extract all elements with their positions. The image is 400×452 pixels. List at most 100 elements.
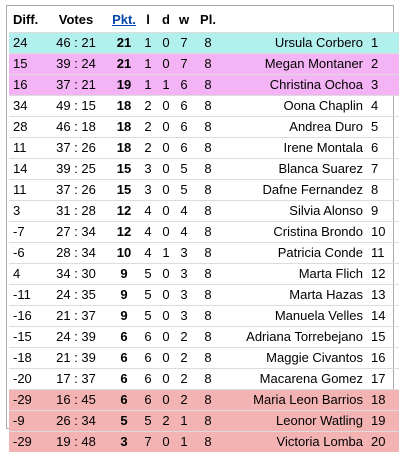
cell-votes: 31 : 28 xyxy=(43,201,109,222)
cell-position: 15 xyxy=(369,327,399,348)
cell-wins: 3 xyxy=(175,264,193,285)
cell-losses: 3 xyxy=(139,180,157,201)
cell-draws: 1 xyxy=(157,243,175,264)
cell-votes: 34 : 30 xyxy=(43,264,109,285)
header-diff: Diff. xyxy=(9,8,43,33)
cell-played: 8 xyxy=(193,222,223,243)
cell-wins: 5 xyxy=(175,180,193,201)
cell-draws: 0 xyxy=(157,327,175,348)
cell-losses: 6 xyxy=(139,348,157,369)
cell-votes: 46 : 21 xyxy=(43,33,109,54)
cell-draws: 0 xyxy=(157,138,175,159)
cell-points: 15 xyxy=(109,180,139,201)
cell-draws: 0 xyxy=(157,285,175,306)
cell-wins: 2 xyxy=(175,390,193,411)
cell-position: 8 xyxy=(369,180,399,201)
cell-votes: 24 : 39 xyxy=(43,327,109,348)
cell-played: 8 xyxy=(193,327,223,348)
cell-draws: 0 xyxy=(157,180,175,201)
cell-points: 15 xyxy=(109,159,139,180)
cell-losses: 4 xyxy=(139,243,157,264)
cell-position: 6 xyxy=(369,138,399,159)
header-d: d xyxy=(157,8,175,33)
cell-losses: 5 xyxy=(139,285,157,306)
cell-name: Oona Chaplin xyxy=(223,96,369,117)
cell-votes: 28 : 34 xyxy=(43,243,109,264)
cell-played: 8 xyxy=(193,285,223,306)
cell-diff: -6 xyxy=(9,243,43,264)
cell-diff: 15 xyxy=(9,54,43,75)
table-header: Diff. Votes Pkt. l d w Pl. xyxy=(9,8,399,33)
cell-losses: 5 xyxy=(139,264,157,285)
cell-losses: 1 xyxy=(139,54,157,75)
cell-draws: 0 xyxy=(157,33,175,54)
cell-played: 8 xyxy=(193,33,223,54)
cell-position: 9 xyxy=(369,201,399,222)
cell-losses: 5 xyxy=(139,306,157,327)
cell-wins: 6 xyxy=(175,138,193,159)
cell-votes: 46 : 18 xyxy=(43,117,109,138)
cell-losses: 7 xyxy=(139,432,157,452)
cell-wins: 3 xyxy=(175,306,193,327)
cell-votes: 27 : 34 xyxy=(43,222,109,243)
cell-name: Marta Hazas xyxy=(223,285,369,306)
cell-points: 5 xyxy=(109,411,139,432)
cell-diff: 34 xyxy=(9,96,43,117)
cell-position: 16 xyxy=(369,348,399,369)
cell-losses: 4 xyxy=(139,222,157,243)
cell-played: 8 xyxy=(193,306,223,327)
cell-name: Ursula Corbero xyxy=(223,33,369,54)
cell-name: Andrea Duro xyxy=(223,117,369,138)
cell-points: 6 xyxy=(109,390,139,411)
header-pkt-sort-link[interactable]: Pkt. xyxy=(109,8,139,33)
cell-draws: 0 xyxy=(157,117,175,138)
cell-name: Maria Leon Barrios xyxy=(223,390,369,411)
cell-losses: 2 xyxy=(139,96,157,117)
cell-position: 13 xyxy=(369,285,399,306)
cell-votes: 49 : 15 xyxy=(43,96,109,117)
cell-position: 3 xyxy=(369,75,399,96)
cell-diff: 28 xyxy=(9,117,43,138)
cell-points: 18 xyxy=(109,138,139,159)
cell-draws: 2 xyxy=(157,411,175,432)
cell-played: 8 xyxy=(193,75,223,96)
cell-position: 17 xyxy=(369,369,399,390)
cell-played: 8 xyxy=(193,432,223,452)
cell-wins: 7 xyxy=(175,54,193,75)
cell-name: Leonor Watling xyxy=(223,411,369,432)
cell-name: Manuela Velles xyxy=(223,306,369,327)
cell-position: 4 xyxy=(369,96,399,117)
cell-losses: 3 xyxy=(139,159,157,180)
cell-draws: 0 xyxy=(157,432,175,452)
cell-votes: 39 : 25 xyxy=(43,159,109,180)
cell-wins: 4 xyxy=(175,222,193,243)
cell-position: 12 xyxy=(369,264,399,285)
cell-played: 8 xyxy=(193,369,223,390)
cell-diff: -29 xyxy=(9,390,43,411)
cell-wins: 4 xyxy=(175,201,193,222)
cell-draws: 0 xyxy=(157,201,175,222)
cell-points: 19 xyxy=(109,75,139,96)
header-row: Diff. Votes Pkt. l d w Pl. xyxy=(9,8,399,33)
cell-losses: 6 xyxy=(139,390,157,411)
cell-position: 20 xyxy=(369,432,399,452)
cell-wins: 1 xyxy=(175,432,193,452)
cell-points: 18 xyxy=(109,117,139,138)
cell-votes: 16 : 45 xyxy=(43,390,109,411)
cell-played: 8 xyxy=(193,54,223,75)
cell-points: 18 xyxy=(109,96,139,117)
cell-diff: 24 xyxy=(9,33,43,54)
cell-points: 10 xyxy=(109,243,139,264)
cell-wins: 1 xyxy=(175,411,193,432)
cell-losses: 5 xyxy=(139,411,157,432)
cell-name: Cristina Brondo xyxy=(223,222,369,243)
